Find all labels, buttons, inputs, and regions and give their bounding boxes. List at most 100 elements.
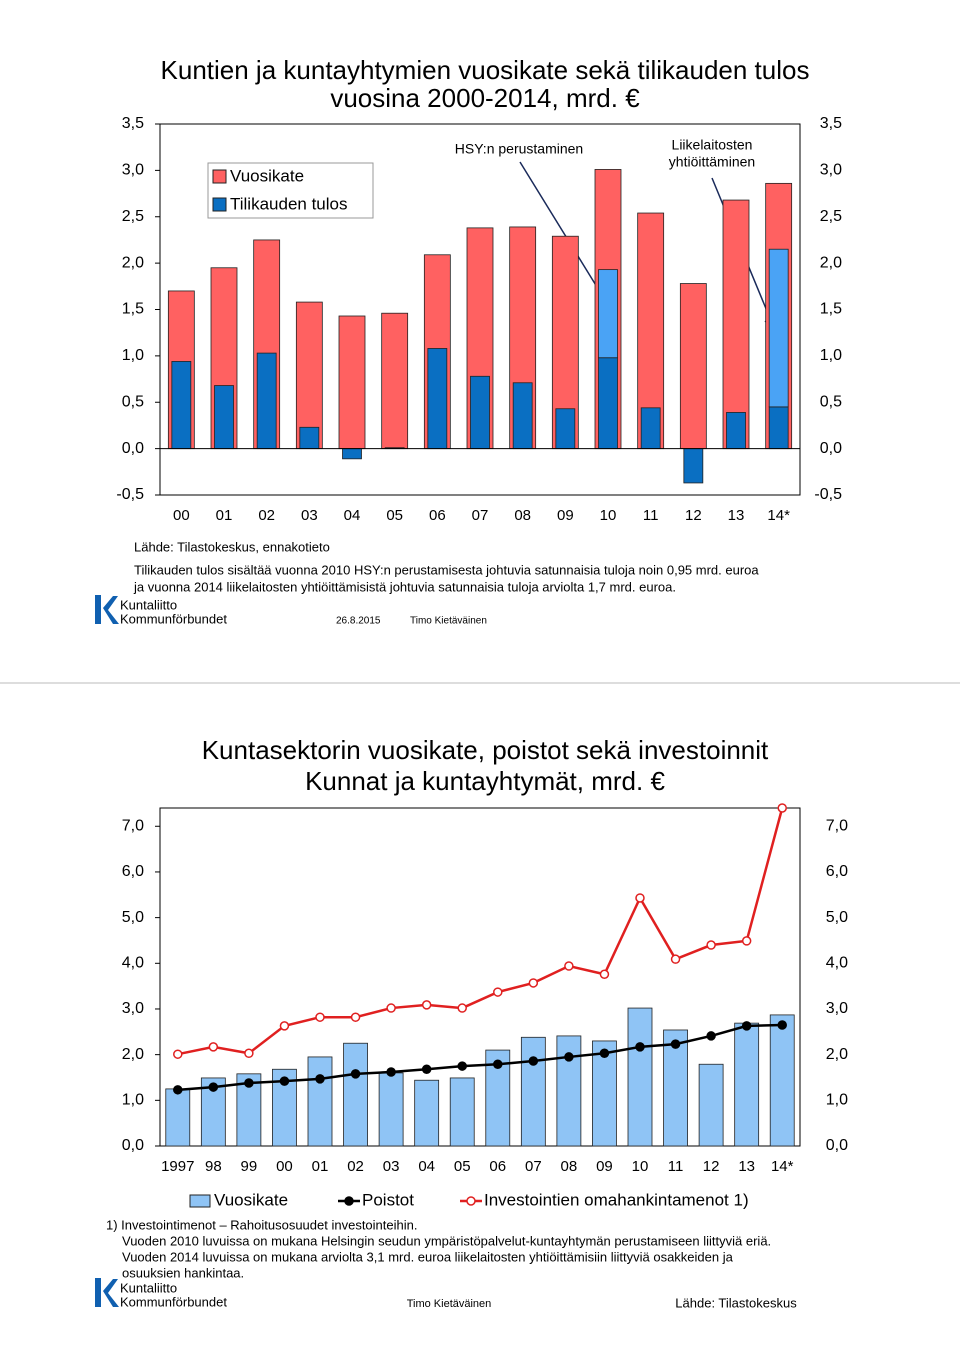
x-tick-label: 09 <box>557 507 574 524</box>
y2-tick-label: 5,0 <box>826 909 848 926</box>
x-tick-label: 12 <box>685 507 702 524</box>
y2-tick-label: 7,0 <box>826 817 848 834</box>
bar <box>512 382 533 450</box>
bar <box>414 1079 440 1147</box>
bar <box>627 1007 653 1147</box>
logo-text: Kuntaliitto <box>120 1280 177 1295</box>
point <box>386 1067 396 1077</box>
point <box>564 1052 574 1062</box>
source: Lähde: Tilastokeskus, ennakotieto <box>134 539 330 554</box>
point <box>244 1048 254 1059</box>
y2-tick-label: 2,5 <box>820 208 842 225</box>
annotation: Liikelaitosten <box>672 137 753 153</box>
y-tick-label: 1,0 <box>122 1092 144 1109</box>
bar <box>295 301 323 450</box>
bar <box>427 348 448 450</box>
chart-title: vuosina 2000-2014, mrd. € <box>330 83 640 113</box>
bar <box>598 357 618 450</box>
y-tick-label: 2,5 <box>122 208 144 225</box>
point <box>635 893 645 903</box>
point <box>173 1049 183 1059</box>
point <box>421 1000 432 1010</box>
point <box>741 936 752 946</box>
legend-label: Vuosikate <box>214 1190 288 1209</box>
logo-icon <box>95 595 119 1307</box>
author: Timo Kietäväinen <box>407 1298 492 1310</box>
point <box>421 1064 432 1075</box>
y-tick-label: 3,0 <box>122 1000 144 1017</box>
y2-tick-label: 6,0 <box>826 863 848 880</box>
note: osuuksien hankintaa. <box>122 1265 244 1280</box>
legend-label: Tilikauden tulos <box>230 194 348 213</box>
bar <box>171 361 192 450</box>
y-tick-label: 2,0 <box>122 1046 144 1063</box>
x-tick-label: 02 <box>258 507 275 524</box>
x-tick-label: 01 <box>216 507 233 524</box>
bar <box>381 312 409 450</box>
point <box>279 1021 290 1031</box>
note: ja vuonna 2014 liikelaitosten yhtiöittäm… <box>133 579 676 594</box>
y-tick-label: 0,0 <box>122 440 144 457</box>
annotation: yhtiöittäminen <box>669 154 755 170</box>
x-tick-label: 07 <box>472 507 489 524</box>
x-tick-label: 06 <box>429 507 446 524</box>
point <box>315 1074 325 1084</box>
point <box>493 987 503 997</box>
legend-swatch <box>466 1196 476 1206</box>
bar <box>769 1014 795 1147</box>
legend-label: Investointien omahankintamenot 1) <box>484 1190 749 1209</box>
x-tick-label: 05 <box>386 507 403 524</box>
annotation: HSY:n perustaminen <box>455 141 583 157</box>
bar <box>768 248 789 408</box>
point <box>173 1085 183 1095</box>
point <box>706 1031 716 1041</box>
x-tick-label: 08 <box>561 1158 578 1175</box>
point <box>706 940 716 950</box>
note: Tilikauden tulos sisältää vuonna 2010 HS… <box>134 562 759 577</box>
x-tick-label: 00 <box>276 1158 293 1175</box>
x-tick-label: 10 <box>600 507 617 524</box>
x-tick-label: 99 <box>241 1158 258 1175</box>
y-tick-label: 1,0 <box>122 347 144 364</box>
bar <box>663 1029 688 1147</box>
bar <box>165 1088 191 1147</box>
point <box>208 1082 219 1092</box>
chart-title: Kuntasektorin vuosikate, poistot sekä in… <box>202 735 769 765</box>
point <box>777 1020 787 1030</box>
y2-tick-label: 1,5 <box>820 301 842 318</box>
chart-title: Kuntien ja kuntayhtymien vuosikate sekä … <box>161 55 810 85</box>
bar <box>378 1072 404 1147</box>
legend-swatch <box>212 169 227 184</box>
y2-tick-label: 1,0 <box>826 1092 848 1109</box>
y2-tick-label: -0,5 <box>814 486 842 503</box>
note: Vuoden 2014 luvuissa on mukana arviolta … <box>122 1249 734 1264</box>
x-tick-label: 06 <box>489 1158 506 1175</box>
bar <box>722 199 750 450</box>
bar <box>640 407 661 450</box>
point <box>386 1003 396 1013</box>
point <box>564 961 574 971</box>
y2-tick-label: 3,0 <box>820 162 842 179</box>
bar <box>679 283 707 450</box>
bar <box>449 1077 475 1147</box>
legend-label: Poistot <box>362 1190 414 1209</box>
x-tick-label: 03 <box>301 507 318 524</box>
point <box>670 954 681 964</box>
chart-title: Kunnat ja kuntayhtymät, mrd. € <box>305 766 665 796</box>
y2-tick-label: 0,5 <box>820 393 842 410</box>
x-tick-label: 12 <box>703 1158 720 1175</box>
x-tick-label: 02 <box>347 1158 364 1175</box>
x-tick-label: 04 <box>418 1158 435 1175</box>
line <box>177 807 784 1056</box>
y2-tick-label: 3,0 <box>826 1000 848 1017</box>
bar <box>338 315 366 450</box>
point <box>670 1039 681 1049</box>
point <box>741 1021 752 1031</box>
x-tick-label: 08 <box>514 507 531 524</box>
bar <box>698 1063 724 1147</box>
x-tick-label: 00 <box>173 507 190 524</box>
point <box>493 1059 503 1069</box>
plot-frame <box>159 807 801 1147</box>
y2-tick-label: 0,0 <box>820 440 842 457</box>
